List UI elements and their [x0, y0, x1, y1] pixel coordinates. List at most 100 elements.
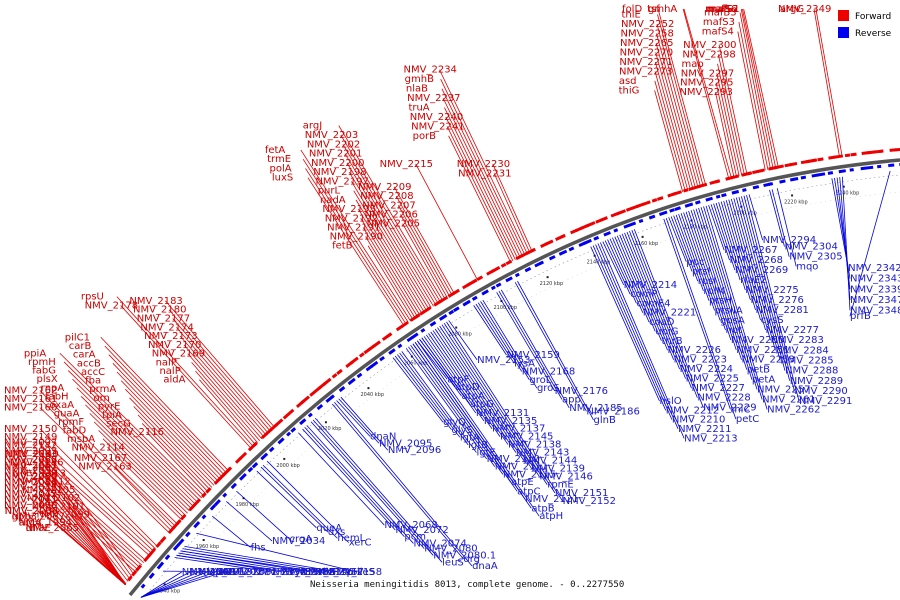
reverse-gene-label: gpsA — [720, 315, 745, 326]
label-leader — [717, 54, 745, 176]
label-leader — [393, 186, 455, 294]
reverse-feature — [277, 437, 285, 445]
reverse-gene-label: cysS — [761, 315, 784, 326]
forward-gene-label: NMV_2177 — [137, 314, 190, 325]
label-leader — [668, 217, 687, 262]
forward-gene-label: fba — [85, 376, 101, 387]
reverse-gene-label: NMV_2154 — [272, 567, 325, 578]
forward-feature — [273, 418, 284, 428]
forward-gene-label: NMV_2136 — [10, 457, 63, 468]
forward-gene-label: NMV_2142 — [4, 441, 57, 452]
label-leader — [735, 197, 781, 361]
label-leader — [400, 214, 448, 298]
label-leader — [302, 428, 396, 531]
forward-feature — [135, 564, 142, 572]
reverse-gene-label: NMV_2211 — [678, 424, 731, 435]
forward-feature — [811, 158, 818, 163]
label-leader — [116, 371, 221, 480]
forward-feature — [746, 171, 753, 176]
reverse-feature — [715, 194, 721, 199]
reverse-gene-label: ppc — [686, 257, 704, 268]
reverse-feature — [789, 176, 799, 182]
forward-gene-label: luxS — [272, 173, 293, 184]
reverse-feature — [838, 169, 846, 174]
label-leader — [397, 205, 451, 297]
reverse-feature — [239, 472, 247, 481]
label-leader — [211, 515, 251, 548]
reverse-gene-label: NMV_2018 — [199, 567, 252, 578]
label-leader — [340, 134, 441, 303]
label-leader — [599, 242, 685, 439]
reverse-gene-label: NMV_2277 — [766, 325, 819, 336]
label-leader — [654, 71, 689, 191]
label-leader — [140, 571, 216, 598]
label-leader — [498, 290, 563, 400]
label-leader — [191, 362, 261, 442]
forward-gene-label: carA — [73, 350, 96, 361]
label-leader — [107, 446, 182, 521]
forward-gene-label: asd — [619, 76, 637, 87]
label-leader — [604, 240, 631, 295]
forward-gene-label: NMV_2071 — [4, 495, 57, 506]
forward-gene-label: NMV_2114 — [71, 442, 124, 453]
reverse-gene-label: NMV_2176 — [555, 386, 608, 397]
label-leader — [45, 462, 150, 557]
reverse-gene-label: lspA — [207, 567, 228, 578]
forward-gene-label: NMV_2215 — [380, 159, 433, 170]
scale-tick-label: 2120 kbp — [540, 281, 564, 287]
label-leader — [419, 339, 462, 397]
scale-tick-label: 2140 kbp — [587, 260, 611, 266]
label-leader — [654, 80, 686, 192]
forward-gene-label: mafS6 — [705, 4, 737, 15]
reverse-gene-label: xerC — [349, 538, 372, 549]
label-leader — [656, 33, 699, 188]
reverse-gene-label: comE4 — [636, 298, 670, 309]
forward-feature — [600, 216, 608, 222]
forward-gene-label: NMV_2042 — [4, 489, 57, 500]
forward-gene-label: NMV_2170 — [148, 340, 201, 351]
label-leader — [482, 299, 538, 389]
reverse-gene-label: NMV_2131 — [476, 408, 529, 419]
reverse-feature — [800, 175, 807, 180]
reverse-gene-label: NMV_2158 — [329, 567, 382, 578]
reverse-feature — [209, 504, 217, 511]
reverse-feature — [705, 196, 713, 202]
reverse-feature — [406, 336, 414, 343]
label-leader — [720, 201, 751, 301]
reverse-feature — [524, 266, 532, 273]
forward-feature — [688, 186, 695, 191]
label-leader — [102, 438, 184, 518]
label-leader — [305, 168, 407, 325]
label-leader — [434, 328, 525, 461]
label-leader — [414, 342, 532, 509]
forward-feature — [595, 218, 602, 224]
reverse-feature — [286, 431, 292, 437]
reverse-feature — [193, 521, 201, 529]
label-leader — [716, 73, 740, 177]
label-leader — [236, 490, 290, 540]
label-leader — [654, 90, 684, 192]
label-leader — [336, 400, 371, 437]
scale-tick-label: 2080 kbp — [448, 332, 472, 338]
reverse-feature — [230, 482, 238, 490]
forward-gene-label: plsX — [36, 374, 57, 385]
legend-forward-label: Forward — [855, 12, 891, 22]
reverse-feature — [613, 228, 619, 233]
forward-gene-label: fabH — [45, 391, 69, 402]
label-leader — [174, 557, 273, 573]
reverse-feature — [888, 163, 895, 168]
reverse-gene-label: app — [562, 394, 581, 405]
forward-gene-label: NMV_2102 — [27, 493, 80, 504]
forward-gene-label: trmE — [267, 154, 291, 165]
label-leader — [602, 241, 625, 285]
forward-gene-label: NMV_2240 — [410, 112, 463, 123]
reverse-gene-label: NMV_2138 — [508, 440, 561, 451]
label-leader — [446, 321, 563, 502]
reverse-feature — [514, 272, 520, 278]
reverse-gene-label: NMV_2288 — [785, 366, 838, 377]
forward-gene-label: NMV_2208 — [360, 191, 413, 202]
label-leader — [746, 195, 800, 402]
forward-gene-label: rpmH — [28, 357, 56, 368]
forward-gene-label: truA — [408, 103, 429, 114]
forward-feature — [358, 352, 365, 358]
